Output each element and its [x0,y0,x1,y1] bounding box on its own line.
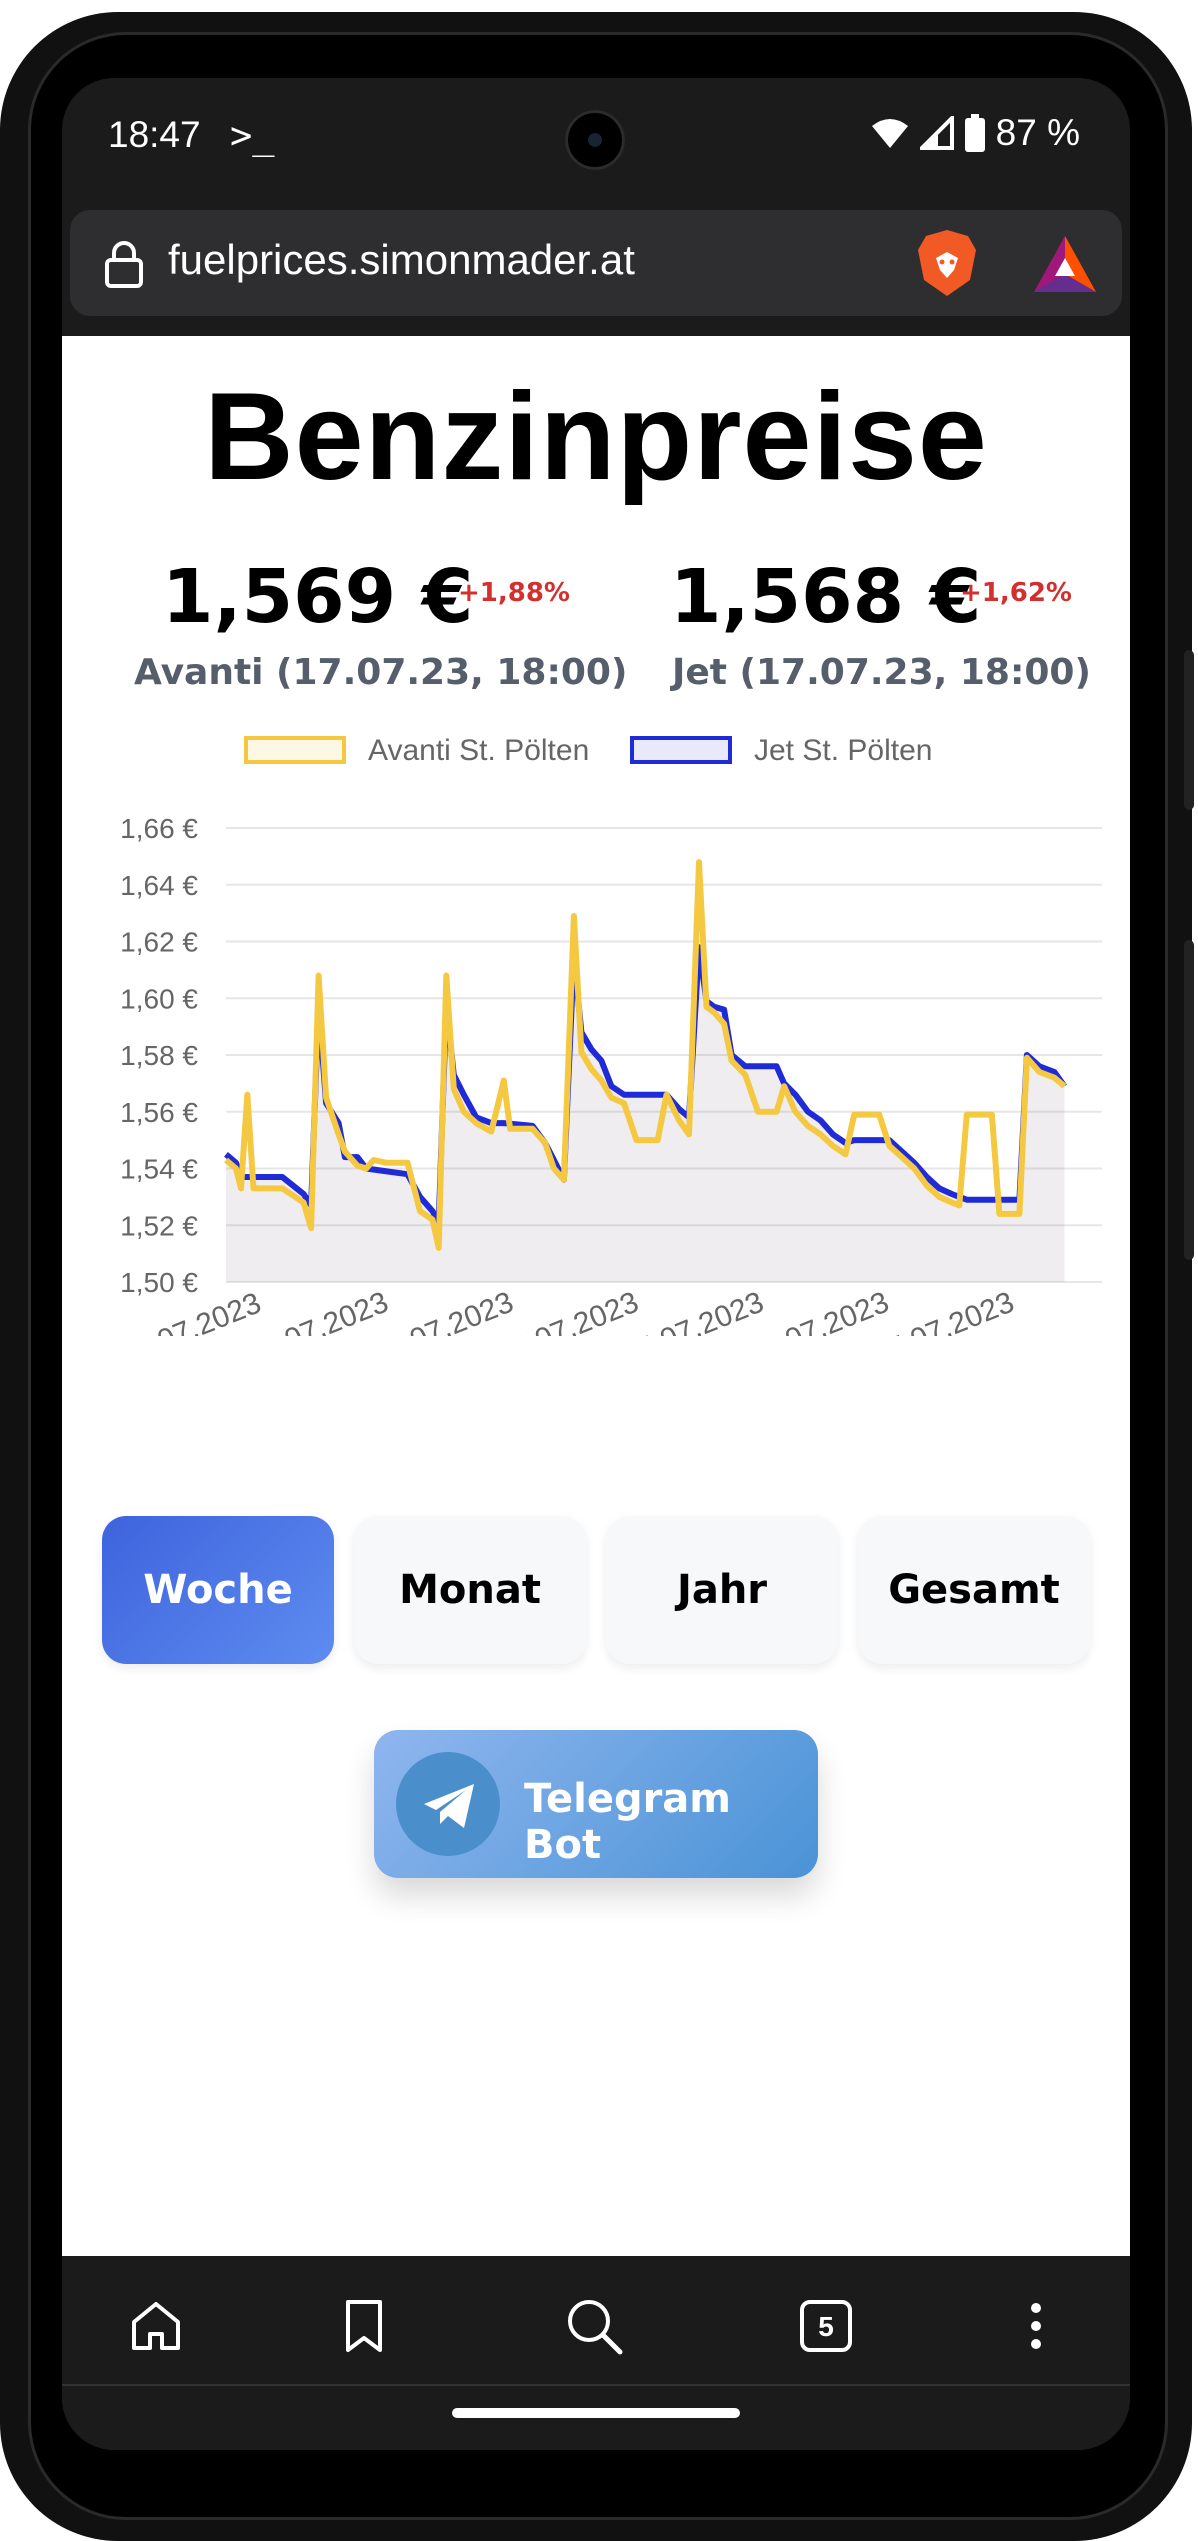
battery-icon [964,114,985,152]
wifi-icon [871,119,908,148]
page-title: Benzinpreise [204,368,988,506]
status-bar: 18:47 >_ 87 % [62,78,1130,208]
nav-divider [62,2384,1130,2386]
address-bar[interactable]: fuelprices.simonmader.at [70,210,1122,316]
legend-jet-label[interactable]: Jet St. Pölten [754,734,933,767]
chart-legend: Avanti St. Pölten Jet St. Pölten [62,734,1130,774]
range-button-jahr[interactable]: Jahr [606,1516,838,1664]
gesture-bar[interactable] [452,2408,740,2418]
bookmark-icon [346,2300,382,2352]
volume-button [1184,940,1194,1260]
avanti-series-line [224,859,1067,1251]
jet-series-line [224,944,1067,1226]
lock-icon [105,241,143,288]
home-icon [132,2302,180,2350]
jet-price: 1,568 € [670,554,982,640]
x-tick-label: 12.07.2023 [241,1286,393,1336]
search-icon [568,2300,623,2355]
browser-bottom-bar: 5 [62,2256,1130,2450]
range-button-monat[interactable]: Monat [354,1516,586,1664]
y-tick-label: 1,58 € [120,1040,198,1071]
legend-avanti-label[interactable]: Avanti St. Pölten [368,734,590,767]
phone-screen: 18:47 >_ 87 % fuelprices.simonmader.at B… [62,78,1130,2450]
battery-percent: 87 % [995,112,1080,153]
tabs-button[interactable]: 5 [786,2286,866,2366]
front-camera [565,110,625,170]
avanti-label: Avanti (17.07.23, 18:00) [134,652,628,693]
signal-icon [919,116,954,150]
avanti-change: +1,88% [458,578,570,608]
range-button-gesamt[interactable]: Gesamt [858,1516,1090,1664]
legend-avanti-swatch[interactable] [244,736,346,764]
y-tick-label: 1,62 € [120,927,198,958]
jet-change: +1,62% [960,578,1072,608]
home-button[interactable] [116,2286,196,2366]
search-button[interactable] [554,2286,634,2366]
range-selector: Woche Monat Jahr Gesamt [102,1516,1092,1666]
y-tick-label: 1,64 € [120,870,198,901]
range-button-woche[interactable]: Woche [102,1516,334,1664]
y-tick-label: 1,56 € [120,1097,198,1128]
terminal-icon: >_ [230,114,275,157]
menu-button[interactable] [996,2286,1076,2366]
more-vertical-icon [1031,2303,1041,2349]
web-page: Benzinpreise 1,569 € +1,88% Avanti (17.0… [62,336,1130,2256]
y-tick-label: 1,52 € [120,1210,198,1241]
power-button [1184,650,1194,810]
tabs-icon: 5 [800,2300,852,2352]
avanti-price: 1,569 € [162,554,474,640]
status-time: 18:47 [108,114,201,155]
brave-shields-icon[interactable] [916,228,978,298]
y-tick-label: 1,50 € [120,1267,198,1298]
tab-count: 5 [818,2311,834,2342]
telegram-icon [396,1752,500,1856]
y-tick-label: 1,60 € [120,983,198,1014]
y-tick-label: 1,54 € [120,1154,198,1185]
jet-label: Jet (17.07.23, 18:00) [672,652,1091,693]
telegram-bot-label: Telegram Bot [524,1776,731,1868]
url-text[interactable]: fuelprices.simonmader.at [168,236,635,283]
jet-area-fill [226,947,1065,1282]
telegram-bot-button[interactable]: Telegram Bot [374,1730,818,1878]
brave-rewards-icon[interactable] [1032,234,1098,294]
legend-jet-swatch[interactable] [630,736,732,764]
bookmarks-button[interactable] [324,2286,404,2366]
y-tick-label: 1,66 € [120,813,198,844]
status-icons: 87 % [870,108,1080,158]
price-chart: 1,66 € 1,64 € 1,62 € 1,60 € 1,58 € 1,56 € 1,54… [116,813,1102,1336]
